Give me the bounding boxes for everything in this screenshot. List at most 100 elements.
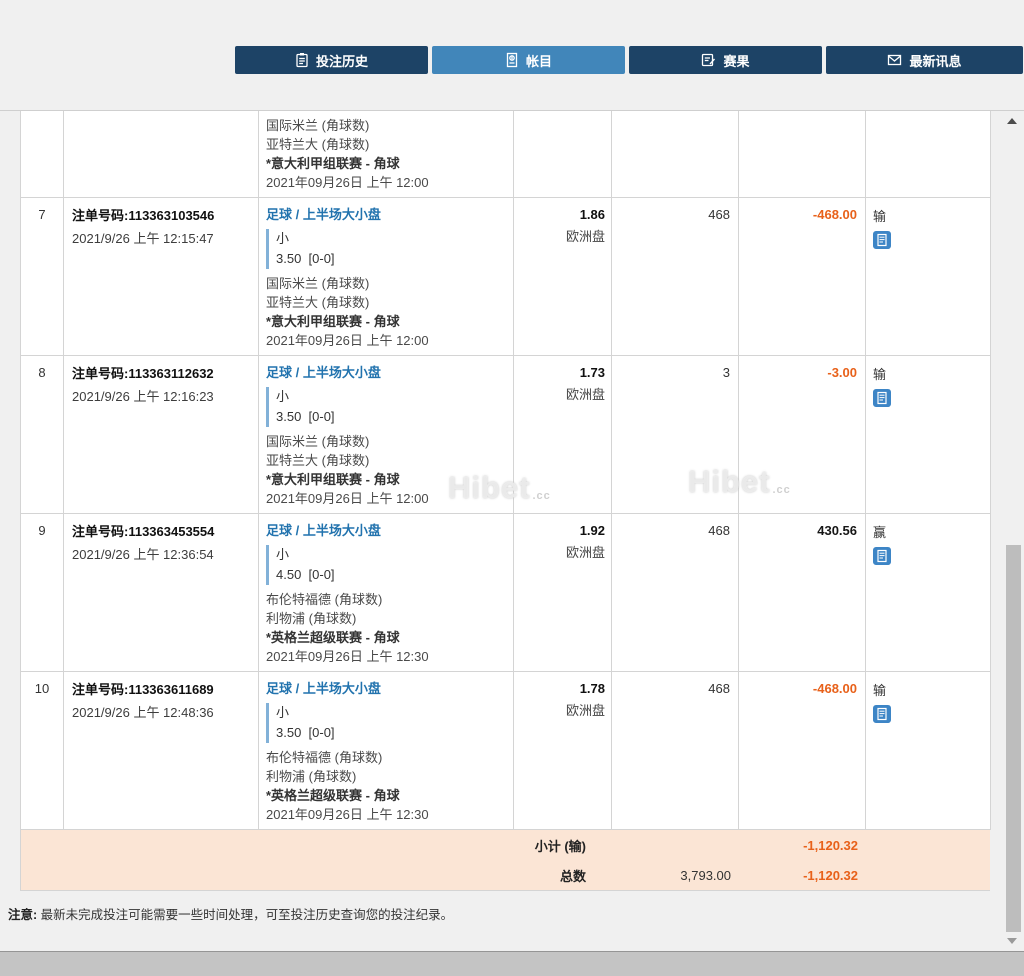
market-link[interactable]: 足球 / 上半场大小盘: [266, 681, 381, 696]
bet-id: 注单号码:113363611689: [72, 682, 214, 697]
league: *意大利甲组联赛 - 角球: [266, 156, 400, 171]
bets-table: 国际米兰 (角球数) 亚特兰大 (角球数) *意大利甲组联赛 - 角球 2021…: [20, 111, 991, 891]
home-team: 国际米兰 (角球数): [266, 276, 370, 291]
odds-value: 1.92: [579, 523, 605, 538]
subtotal-value: -1,120.32: [803, 837, 858, 853]
note-label: 注意:: [8, 908, 38, 922]
header-divider: [0, 110, 1024, 111]
top-nav: 投注历史 帐目 赛果 最新讯息: [235, 46, 1023, 74]
accounts-icon: [506, 52, 518, 68]
bet-id: 注单号码:113363112632: [72, 366, 214, 381]
nav-bet-history-button[interactable]: 投注历史: [235, 46, 428, 74]
bet-id: 注单号码:113363103546: [72, 208, 215, 223]
selection-block: 小 4.50 [0-0]: [266, 545, 507, 585]
total-stake: 3,793.00: [680, 867, 731, 883]
footer-note: 注意: 最新未完成投注可能需要一些时间处理，可至投注历史查询您的投注纪录。: [8, 904, 453, 923]
status-label: 输: [873, 367, 887, 382]
subtotal-label: 小计 (输): [534, 838, 586, 854]
bet-timestamp: 2021/9/26 上午 12:15:47: [72, 231, 214, 246]
selection-block: 小 3.50 [0-0]: [266, 703, 507, 743]
selection: 小: [276, 547, 290, 562]
nav-results-button[interactable]: 赛果: [629, 46, 822, 74]
market-link[interactable]: 足球 / 上半场大小盘: [266, 207, 381, 222]
stake-amount: 468: [612, 514, 739, 672]
nav-news-button[interactable]: 最新讯息: [826, 46, 1023, 74]
row-index: 10: [21, 672, 64, 830]
odds-type: 欧洲盘: [565, 387, 605, 402]
total-row: 总数 3,793.00 -1,120.32: [21, 860, 990, 890]
bet-id: 注单号码:113363453554: [72, 524, 215, 539]
status-label: 赢: [873, 525, 887, 540]
match-time: 2021年09月26日 上午 12:00: [266, 491, 429, 506]
handicap-line: 3.50 [0-0]: [276, 251, 335, 266]
handicap-line: 3.50 [0-0]: [276, 725, 335, 740]
result-amount: -468.00: [739, 672, 866, 830]
nav-label: 最新讯息: [909, 53, 962, 69]
bet-history-icon: [296, 53, 308, 68]
table-row: 8 注单号码:113363112632 2021/9/26 上午 12:16:2…: [21, 356, 991, 514]
league: *意大利甲组联赛 - 角球: [266, 314, 400, 329]
status-label: 输: [873, 683, 887, 698]
table-row: 9 注单号码:113363453554 2021/9/26 上午 12:36:5…: [21, 514, 991, 672]
bet-timestamp: 2021/9/26 上午 12:36:54: [72, 547, 214, 562]
match-time: 2021年09月26日 上午 12:00: [266, 333, 429, 348]
ticket-icon[interactable]: [873, 231, 891, 249]
nav-label: 帐目: [525, 53, 552, 69]
home-team: 国际米兰 (角球数): [266, 434, 370, 449]
selection-block: 小 3.50 [0-0]: [266, 387, 507, 427]
league: *意大利甲组联赛 - 角球: [266, 472, 400, 487]
league: *英格兰超级联赛 - 角球: [266, 630, 400, 645]
match-time: 2021年09月26日 上午 12:30: [266, 649, 429, 664]
stake-amount: 468: [612, 198, 739, 356]
bottom-bar: [0, 951, 1024, 976]
ticket-icon[interactable]: [873, 389, 891, 407]
league: *英格兰超级联赛 - 角球: [266, 788, 400, 803]
ticket-icon[interactable]: [873, 547, 891, 565]
table-row: 10 注单号码:113363611689 2021/9/26 上午 12:48:…: [21, 672, 991, 830]
nav-accounts-button[interactable]: 帐目: [432, 46, 625, 74]
market-link[interactable]: 足球 / 上半场大小盘: [266, 523, 381, 538]
scrollbar-down-arrow-icon[interactable]: [1007, 938, 1017, 944]
result-amount: -3.00: [739, 356, 866, 514]
status-label: 输: [873, 209, 887, 224]
bet-timestamp: 2021/9/26 上午 12:16:23: [72, 389, 214, 404]
away-team: 亚特兰大 (角球数): [266, 453, 370, 468]
selection: 小: [276, 705, 290, 720]
away-team: 亚特兰大 (角球数): [266, 137, 370, 152]
nav-label: 赛果: [723, 53, 750, 69]
row-index: 9: [21, 514, 64, 672]
match-time: 2021年09月26日 上午 12:30: [266, 807, 429, 822]
home-team: 布伦特福德 (角球数): [266, 592, 383, 607]
nav-label: 投注历史: [315, 53, 368, 69]
ticket-icon[interactable]: [873, 705, 891, 723]
row-index: 7: [21, 198, 64, 356]
market-link[interactable]: 足球 / 上半场大小盘: [266, 365, 381, 380]
match-time: 2021年09月26日 上午 12:00: [266, 175, 429, 190]
stake-amount: 468: [612, 672, 739, 830]
bet-timestamp: 2021/9/26 上午 12:48:36: [72, 705, 214, 720]
selection: 小: [276, 389, 290, 404]
scrollbar-thumb[interactable]: [1006, 545, 1021, 932]
scrollbar-up-arrow-icon[interactable]: [1007, 118, 1017, 124]
table-row: 7 注单号码:113363103546 2021/9/26 上午 12:15:4…: [21, 198, 991, 356]
handicap-line: 3.50 [0-0]: [276, 409, 335, 424]
away-team: 亚特兰大 (角球数): [266, 295, 370, 310]
odds-value: 1.73: [579, 365, 605, 380]
selection: 小: [276, 231, 290, 246]
total-value: -1,120.32: [803, 867, 858, 883]
odds-type: 欧洲盘: [565, 703, 605, 718]
stake-amount: 3: [612, 356, 739, 514]
total-label: 总数: [559, 868, 586, 884]
result-amount: 430.56: [739, 514, 866, 672]
home-team: 布伦特福德 (角球数): [266, 750, 383, 765]
odds-type: 欧洲盘: [565, 229, 605, 244]
subtotal-row: 小计 (输) -1,120.32: [21, 830, 990, 860]
result-amount: -468.00: [739, 198, 866, 356]
home-team: 国际米兰 (角球数): [266, 118, 370, 133]
selection-block: 小 3.50 [0-0]: [266, 229, 507, 269]
handicap-line: 4.50 [0-0]: [276, 567, 335, 582]
odds-type: 欧洲盘: [565, 545, 605, 560]
note-text: 最新未完成投注可能需要一些时间处理，可至投注历史查询您的投注纪录。: [40, 908, 454, 922]
news-icon: [888, 54, 902, 66]
away-team: 利物浦 (角球数): [266, 769, 357, 784]
